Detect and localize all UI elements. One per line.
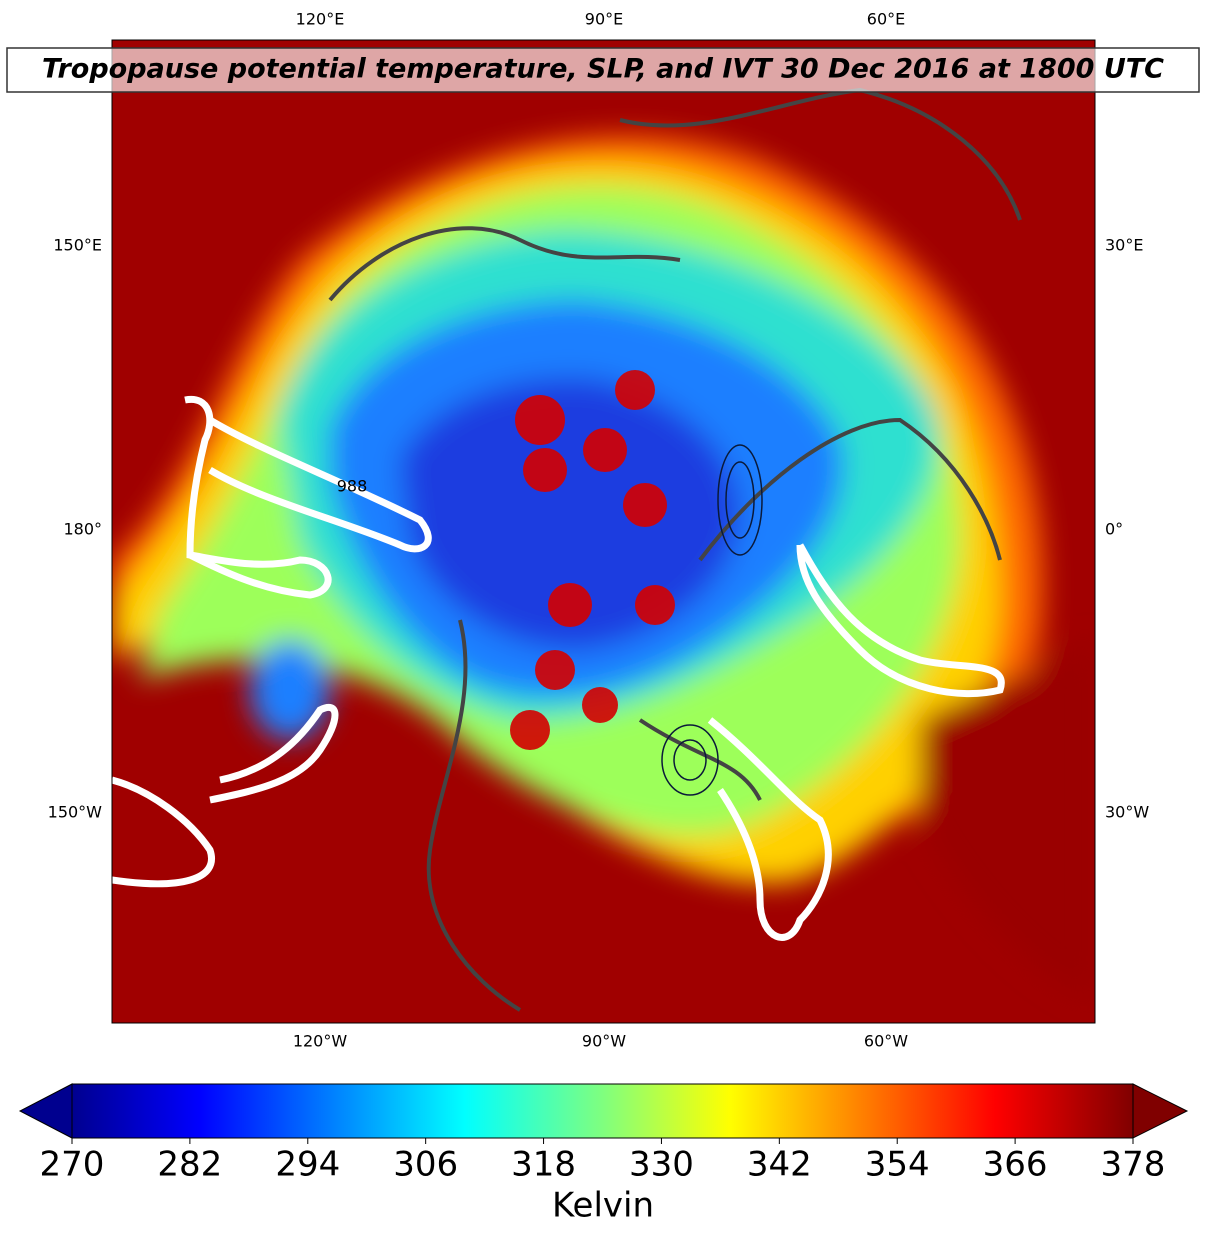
colorbar-tick-label: 306 [393,1145,458,1185]
lon-label: 60°E [867,10,905,29]
map-field: 988 [112,40,1095,1023]
lon-label: 30°E [1105,236,1143,255]
lon-label: 180° [63,520,102,539]
colorbar-tick-label: 354 [865,1145,930,1185]
lon-label: 30°W [1105,803,1149,822]
title: Tropopause potential temperature, SLP, a… [42,54,1164,85]
colorbar-extend-low [18,1083,73,1139]
colorbar-tick-label: 330 [629,1145,694,1185]
title-box [6,47,1200,93]
lon-label: 0° [1105,520,1123,539]
colorbar-tick-label: 294 [275,1145,340,1185]
colorbar-tick-label: 318 [511,1145,576,1185]
lon-label: 60°W [864,1032,908,1051]
colorbar-extend-high [1132,1083,1189,1139]
map-frame [111,39,1096,1024]
colorbar-tick-label: 342 [747,1145,812,1185]
lon-label: 90°E [585,10,623,29]
lon-label: 120°W [293,1032,348,1051]
contour-label: 988 [337,477,368,496]
lon-label: 120°E [296,10,345,29]
colorbar-tick-label: 270 [40,1145,105,1185]
colorbar-tick-label: 366 [983,1145,1048,1185]
colorbar-tick-label: 378 [1101,1145,1166,1185]
colorbar-body [71,1083,1134,1139]
lon-label: 150°W [48,803,103,822]
colorbar-tick-label: 282 [157,1145,222,1185]
colorbar [18,1083,1189,1139]
lon-label: 150°E [53,236,102,255]
lon-label: 90°W [582,1032,626,1051]
colorbar-label: Kelvin [552,1186,654,1226]
